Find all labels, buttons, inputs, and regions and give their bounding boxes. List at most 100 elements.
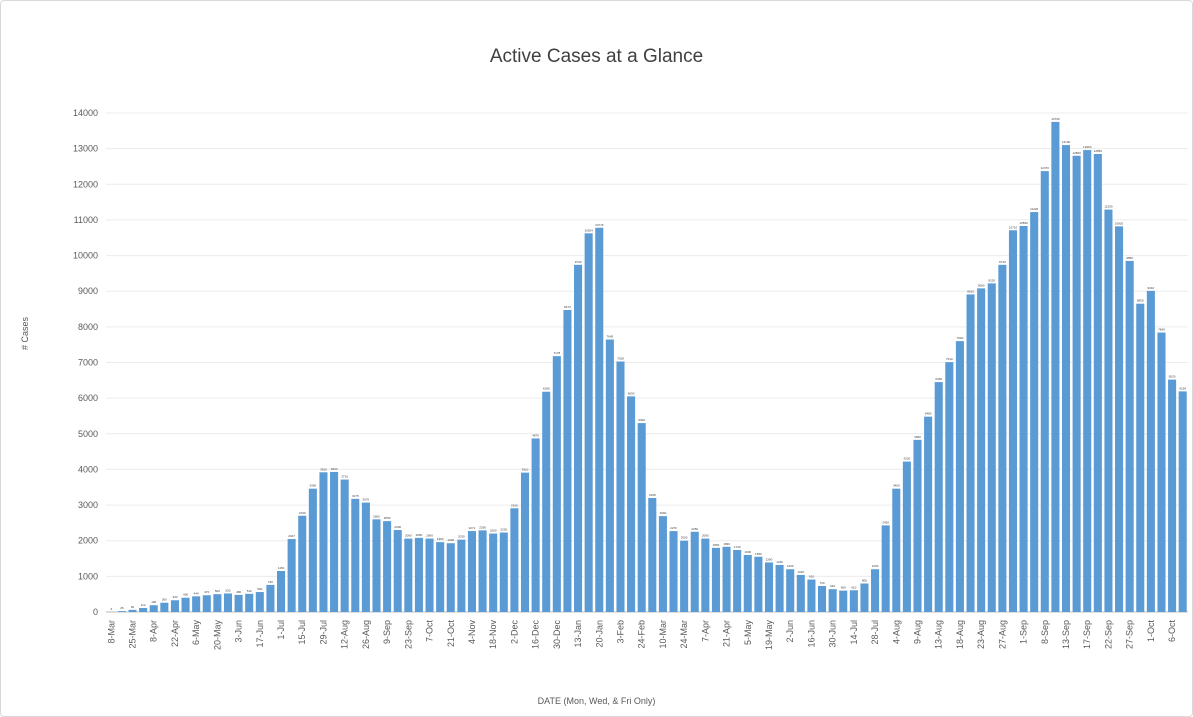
bar [340, 479, 349, 612]
bar [722, 546, 731, 612]
value-label: 7600 [957, 336, 964, 340]
value-label: 2430 [882, 520, 889, 524]
value-label: 2230 [500, 528, 507, 532]
y-tick-label: 3000 [78, 500, 98, 510]
value-label: 6450 [935, 377, 942, 381]
y-tick-label: 14000 [73, 108, 98, 118]
bar [1178, 391, 1187, 612]
bar [966, 294, 975, 612]
bar [807, 579, 816, 612]
bar [1168, 379, 1177, 612]
x-tick-label: 17-Jun [255, 620, 265, 648]
bar [255, 592, 264, 612]
y-tick-label: 5000 [78, 429, 98, 439]
value-label: 3070 [363, 498, 370, 502]
bar [276, 571, 286, 612]
bar [202, 595, 211, 612]
value-label: 800 [862, 578, 867, 582]
value-label: 1830 [723, 542, 730, 546]
value-label: 13100 [1062, 140, 1071, 144]
value-label: 9740 [575, 260, 582, 264]
bar [1125, 260, 1134, 612]
x-tick-label: 7-Apr [700, 620, 710, 642]
x-tick-label: 2-Jun [785, 620, 795, 643]
bar [796, 574, 805, 612]
bar [584, 233, 593, 612]
x-tick-label: 27-Aug [997, 620, 1007, 649]
value-label: 1320 [776, 560, 783, 564]
value-label: 3175 [352, 494, 359, 498]
value-label: 6520 [1169, 375, 1176, 379]
value-label: 12370 [1041, 166, 1050, 170]
value-label: 1390 [766, 557, 773, 561]
bar [690, 531, 699, 612]
value-label: 3930 [331, 467, 338, 471]
bar [881, 525, 890, 612]
value-label: 2047 [288, 534, 295, 538]
x-tick-label: 16-Jun [806, 620, 816, 648]
x-tick-label: 20-May [212, 620, 222, 651]
x-tick-label: 9-Aug [913, 620, 923, 644]
bar [1115, 226, 1124, 612]
value-label: 4870 [532, 433, 539, 437]
bar [510, 508, 519, 612]
bar [467, 531, 477, 612]
value-labels: 3 25 60 112 190 260 330 400 440 470 500 520 480 510 56… [110, 117, 1186, 611]
bar [223, 593, 233, 612]
bar [987, 283, 996, 612]
bar [817, 585, 827, 612]
bar [637, 423, 646, 612]
bar [457, 539, 466, 612]
value-label: 2271 [469, 526, 476, 530]
bar [1019, 225, 1028, 612]
y-axis-ticks: 0 1000 2000 3000 4000 5000 6000 7000 8000 9000 100… [73, 108, 98, 617]
bar [860, 583, 869, 612]
value-label: 9740 [999, 260, 1006, 264]
value-label: 2080 [416, 533, 423, 537]
bar [892, 488, 901, 612]
x-tick-label: 26-Aug [361, 620, 371, 649]
value-label: 1550 [755, 552, 762, 556]
x-tick-label: 27-Sep [1125, 620, 1135, 649]
x-tick-label: 30-Dec [552, 620, 562, 650]
x-tick-label: 28-Jul [870, 620, 880, 645]
value-label: 2600 [373, 514, 380, 518]
value-label: 520 [225, 588, 230, 592]
bar [361, 502, 370, 612]
value-label: 3716 [341, 475, 348, 479]
value-label: 2270 [670, 526, 677, 530]
bar [1030, 212, 1039, 612]
value-label: 1740 [734, 545, 741, 549]
value-label: 510 [247, 589, 252, 593]
value-label: 1930 [447, 538, 454, 542]
bar [913, 439, 922, 612]
bar [372, 519, 381, 612]
x-tick-label: 1-Jul [276, 620, 286, 640]
bar [871, 569, 880, 612]
bar [934, 382, 943, 612]
bar [446, 543, 455, 612]
bar [595, 227, 604, 612]
bar [775, 564, 784, 612]
value-label: 3460 [893, 484, 900, 488]
bar [425, 538, 434, 612]
bar [828, 589, 837, 612]
x-tick-label: 21-Apr [722, 620, 732, 647]
bar [902, 461, 911, 612]
y-tick-label: 1000 [78, 571, 98, 581]
value-label: 560 [257, 587, 262, 591]
x-tick-label: 17-Sep [1082, 620, 1092, 649]
value-label: 640 [830, 584, 835, 588]
x-tick-label: 6-Oct [1167, 620, 1177, 643]
bar [499, 532, 508, 612]
value-label: 2290 [479, 525, 486, 529]
value-label: 1200 [872, 564, 879, 568]
bar [531, 438, 540, 612]
value-label: 2250 [691, 527, 698, 531]
chart-title: Active Cases at a Glance [489, 46, 704, 67]
value-label: 4830 [914, 435, 921, 439]
y-tick-label: 13000 [73, 144, 98, 154]
y-tick-label: 9000 [78, 286, 98, 296]
bar [711, 547, 720, 612]
